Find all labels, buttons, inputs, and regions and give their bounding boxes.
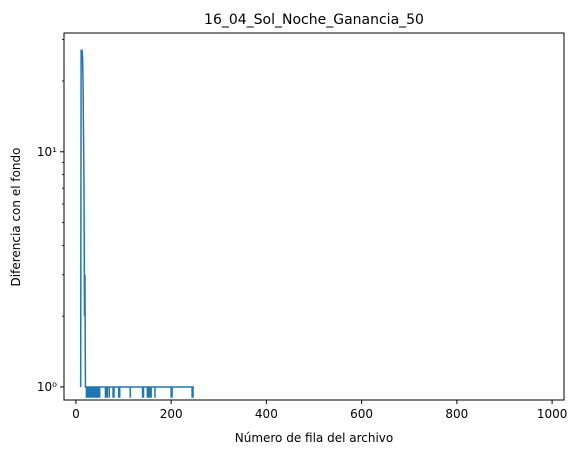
x-tick-label: 1000 [537,407,568,421]
y-axis: 10⁰ 10¹ [37,39,64,394]
chart-title: 16_04_Sol_Noche_Ganancia_50 [204,12,424,28]
x-tick-label: 0 [72,407,80,421]
y-tick-label: 10⁰ [37,380,57,394]
y-axis-label: Diferencia con el fondo [9,148,23,287]
x-tick-label: 800 [445,407,468,421]
x-axis-label: Número de fila del archivo [235,431,394,445]
series-line [79,49,194,388]
x-axis: 0 200 400 600 800 1000 [72,400,567,421]
plot-frame [63,32,565,401]
x-tick-label: 200 [160,407,183,421]
y-tick-label: 10¹ [37,145,57,159]
plot-area [79,49,194,398]
x-tick-label: 400 [255,407,278,421]
x-tick-label: 600 [350,407,373,421]
